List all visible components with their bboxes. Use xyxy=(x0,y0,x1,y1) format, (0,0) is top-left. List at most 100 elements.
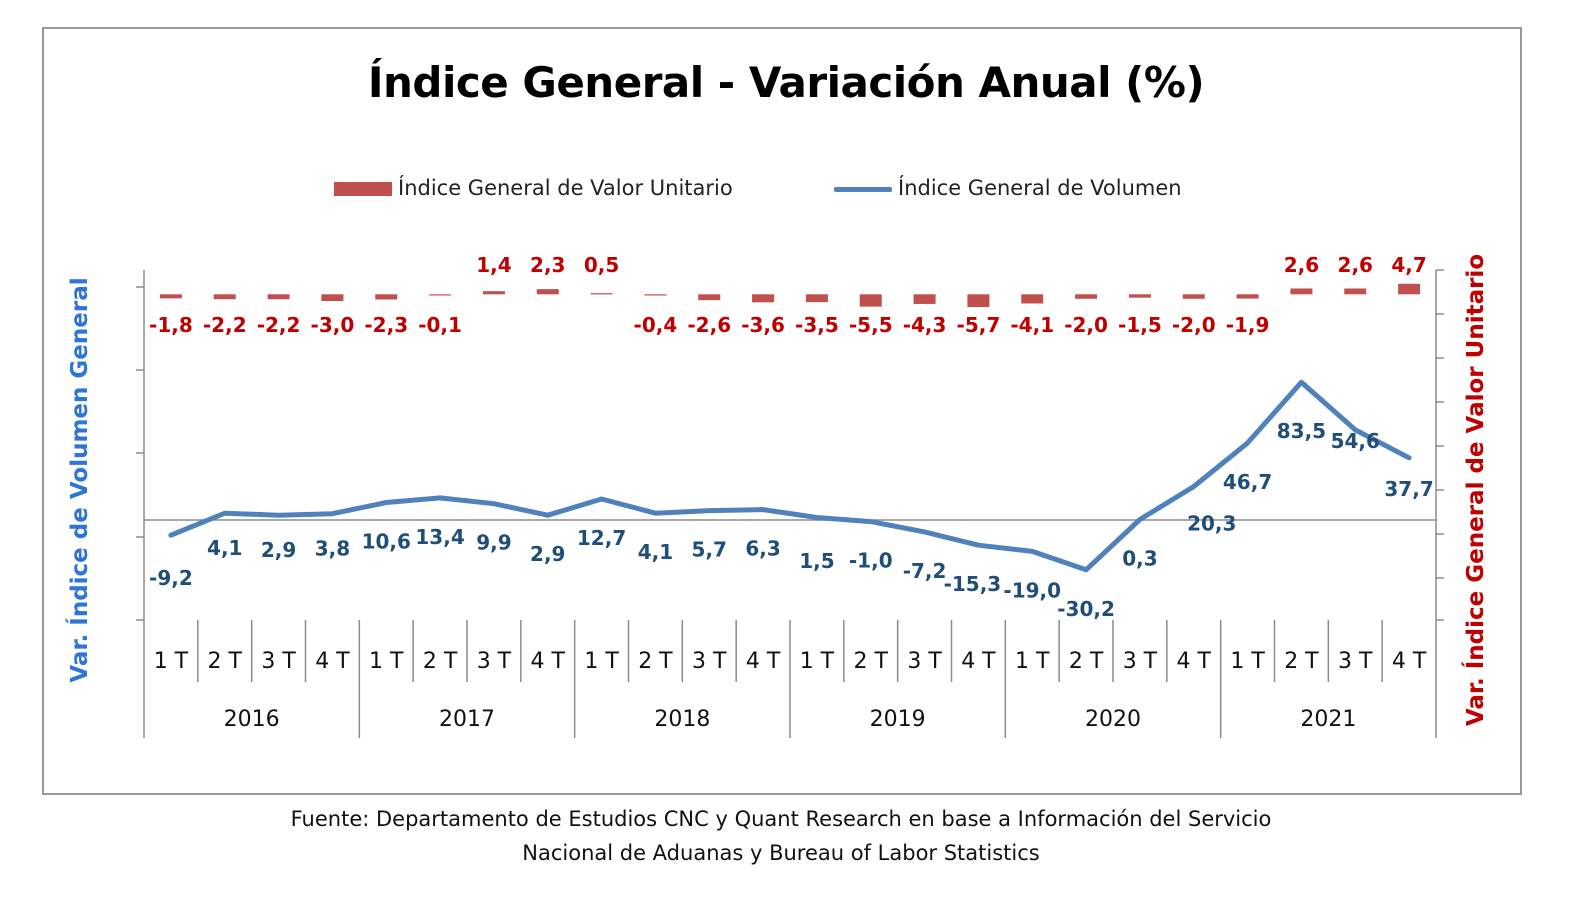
data-label-valor-unitario: 2,6 xyxy=(1284,253,1319,277)
data-label-valor-unitario: -0,4 xyxy=(634,313,678,337)
bar-valor-unitario xyxy=(1236,294,1259,299)
bar-valor-unitario xyxy=(859,294,882,307)
x-tick-label: 1 T xyxy=(1230,649,1265,674)
data-label-valor-unitario: -2,0 xyxy=(1172,313,1216,337)
data-label-valor-unitario: -1,5 xyxy=(1118,313,1162,337)
data-label-valor-unitario: 2,6 xyxy=(1338,253,1373,277)
bar-valor-unitario xyxy=(967,294,990,308)
bar-valor-unitario xyxy=(698,294,721,301)
legend-item-volumen: Índice General de Volumen xyxy=(834,176,1182,200)
x-tick-label: 4 T xyxy=(1392,649,1427,674)
bar-valor-unitario xyxy=(1398,283,1421,295)
x-tick-label: 4 T xyxy=(1177,649,1212,674)
x-tick-label: 4 T xyxy=(315,649,350,674)
x-year-label: 2021 xyxy=(1300,707,1356,732)
bar-valor-unitario xyxy=(159,294,182,299)
data-label-volumen: 2,9 xyxy=(530,542,565,566)
data-label-volumen: 3,8 xyxy=(315,537,350,561)
data-label-valor-unitario: -4,3 xyxy=(903,313,947,337)
x-tick-label: 3 T xyxy=(1123,649,1158,674)
data-label-volumen: 0,3 xyxy=(1122,547,1157,571)
legend-line-swatch xyxy=(834,186,892,192)
x-tick-label: 3 T xyxy=(692,649,727,674)
x-tick-label: 1 T xyxy=(800,649,835,674)
data-label-volumen: -15,3 xyxy=(944,572,1002,596)
bar-valor-unitario xyxy=(1075,294,1098,299)
data-label-valor-unitario: -2,2 xyxy=(203,313,247,337)
x-tick-label: 3 T xyxy=(1338,649,1373,674)
bar-valor-unitario xyxy=(805,294,828,303)
data-label-volumen: 1,5 xyxy=(799,549,834,573)
data-label-volumen: 4,1 xyxy=(638,540,673,564)
data-label-volumen: 46,7 xyxy=(1223,470,1272,494)
data-label-volumen: 2,9 xyxy=(261,538,296,562)
bar-valor-unitario xyxy=(1128,294,1151,298)
data-label-volumen: 37,7 xyxy=(1384,477,1433,501)
data-label-valor-unitario: -2,2 xyxy=(257,313,301,337)
chart-title: Índice General - Variación Anual (%) xyxy=(367,58,1205,107)
x-tick-label: 2 T xyxy=(854,649,889,674)
data-label-valor-unitario: -0,1 xyxy=(418,313,462,337)
bar-valor-unitario xyxy=(1290,288,1313,295)
line-volumen xyxy=(168,379,1412,573)
bar-valor-unitario xyxy=(1021,294,1044,304)
source-line-2: Nacional de Aduanas y Bureau of Labor St… xyxy=(522,841,1040,865)
data-label-valor-unitario: -3,6 xyxy=(741,313,785,337)
data-label-volumen: 5,7 xyxy=(692,538,727,562)
bar-valor-unitario xyxy=(913,294,936,304)
bar-valor-unitario xyxy=(1344,288,1367,295)
data-label-valor-unitario: 2,3 xyxy=(530,253,565,277)
legend-bar-swatch xyxy=(334,182,392,196)
x-tick-label: 2 T xyxy=(1069,649,1104,674)
data-label-volumen: 9,9 xyxy=(476,531,511,555)
data-label-volumen: -1,0 xyxy=(849,549,893,573)
bar-valor-unitario xyxy=(213,294,236,300)
data-label-volumen: -7,2 xyxy=(903,559,947,583)
data-label-valor-unitario: -3,5 xyxy=(795,313,839,337)
data-label-volumen: 10,6 xyxy=(362,530,411,554)
legend-label-valor-unitario: Índice General de Valor Unitario xyxy=(398,176,733,200)
x-tick-label: 4 T xyxy=(746,649,781,674)
x-year-label: 2019 xyxy=(870,707,926,732)
x-tick-label: 2 T xyxy=(638,649,673,674)
x-year-label: 2018 xyxy=(654,707,710,732)
bar-valor-unitario xyxy=(536,289,559,295)
data-label-volumen: -30,2 xyxy=(1057,597,1115,621)
bar-valor-unitario xyxy=(644,294,667,296)
data-label-volumen: 54,6 xyxy=(1331,429,1380,453)
data-label-volumen: -19,0 xyxy=(1003,578,1061,602)
chart-legend: Índice General de Valor Unitario Índice … xyxy=(0,176,1572,206)
x-tick-label: 3 T xyxy=(477,649,512,674)
data-label-volumen: 13,4 xyxy=(415,525,464,549)
data-label-valor-unitario: -2,0 xyxy=(1064,313,1108,337)
x-year-label: 2016 xyxy=(224,707,280,732)
bar-valor-unitario xyxy=(752,294,775,303)
x-tick-label: 1 T xyxy=(369,649,404,674)
data-label-valor-unitario: 0,5 xyxy=(584,253,619,277)
data-label-volumen: 4,1 xyxy=(207,536,242,560)
x-tick-label: 1 T xyxy=(154,649,189,674)
x-tick-label: 1 T xyxy=(584,649,619,674)
data-label-valor-unitario: 4,7 xyxy=(1391,253,1426,277)
bar-valor-unitario xyxy=(1182,294,1205,299)
data-label-volumen: 12,7 xyxy=(577,526,626,550)
x-year-label: 2020 xyxy=(1085,707,1141,732)
x-tick-label: 2 T xyxy=(423,649,458,674)
bar-valor-unitario xyxy=(321,294,344,302)
bar-valor-unitario xyxy=(267,294,290,300)
data-label-valor-unitario: -1,9 xyxy=(1226,313,1270,337)
bar-valor-unitario xyxy=(429,294,452,296)
x-tick-label: 3 T xyxy=(907,649,942,674)
bar-valor-unitario xyxy=(375,294,398,300)
bar-valor-unitario xyxy=(590,293,613,295)
x-tick-label: 4 T xyxy=(531,649,566,674)
x-tick-label: 4 T xyxy=(961,649,996,674)
bar-valor-unitario xyxy=(482,291,505,295)
legend-item-valor-unitario: Índice General de Valor Unitario xyxy=(334,176,733,200)
source-line-1: Fuente: Departamento de Estudios CNC y Q… xyxy=(290,807,1272,831)
data-label-valor-unitario: -4,1 xyxy=(1010,313,1054,337)
x-year-label: 2017 xyxy=(439,707,495,732)
data-label-valor-unitario: 1,4 xyxy=(476,253,511,277)
data-label-volumen: -9,2 xyxy=(149,566,193,590)
